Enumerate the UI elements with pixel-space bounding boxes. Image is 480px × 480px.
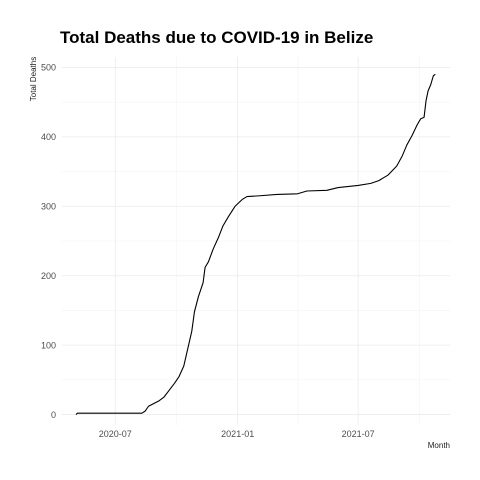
x-tick-label: 2020-07 — [99, 429, 132, 439]
y-tick-label: 100 — [41, 340, 56, 350]
x-tick-label: 2021-01 — [221, 429, 254, 439]
grid — [62, 57, 450, 425]
y-tick-label: 0 — [51, 410, 56, 420]
y-tick-label: 200 — [41, 271, 56, 281]
y-axis-ticks: 0 100 200 300 400 500 — [41, 63, 56, 420]
chart-title: Total Deaths due to COVID-19 in Belize — [60, 28, 373, 47]
y-tick-label: 400 — [41, 132, 56, 142]
x-axis-ticks: 2020-07 2021-01 2021-07 — [99, 429, 375, 439]
y-tick-label: 300 — [41, 201, 56, 211]
x-tick-label: 2021-07 — [342, 429, 375, 439]
y-tick-label: 500 — [41, 63, 56, 73]
series-line-0 — [76, 74, 435, 414]
series-group — [76, 74, 435, 414]
x-axis-title: Month — [428, 441, 450, 450]
y-axis-title: Total Deaths — [29, 57, 38, 101]
